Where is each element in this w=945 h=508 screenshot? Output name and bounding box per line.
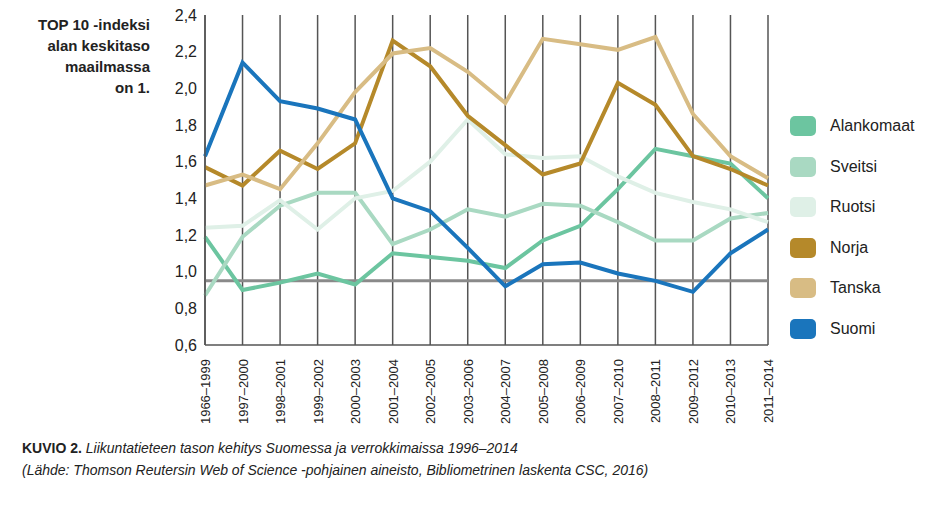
svg-text:2009–2012: 2009–2012 [686, 359, 701, 424]
html-text:maailmassa: maailmassa [64, 58, 150, 75]
html-text:TOP 10 -indeksi: TOP 10 -indeksi [38, 16, 150, 33]
svg-text:2,4: 2,4 [175, 7, 197, 24]
svg-text:2,0: 2,0 [175, 80, 197, 97]
html-text:Alankomaat: Alankomaat [830, 117, 915, 135]
svg-text:2,2: 2,2 [175, 43, 197, 60]
svg-text:2004–2007: 2004–2007 [498, 359, 513, 424]
svg-text:0,6: 0,6 [175, 337, 197, 354]
html-text:Sveitsi: Sveitsi [830, 157, 878, 175]
html-text:Tanska: Tanska [830, 279, 881, 297]
html-text:(Lähde: Thomson Reutersin Web: (Lähde: Thomson Reutersin Web of Science… [22, 462, 649, 478]
svg-text:2007–2010: 2007–2010 [611, 359, 626, 424]
svg-text:2003–2006: 2003–2006 [461, 359, 476, 424]
svg-text:1966–1999: 1966–1999 [198, 359, 213, 424]
svg-text:1,6: 1,6 [175, 153, 197, 170]
svg-text:1997–2000: 1997–2000 [236, 359, 251, 424]
html-text:on 1.: on 1. [115, 79, 150, 96]
html-text:KUVIO 2. Liikuntatieteen tason: KUVIO 2. Liikuntatieteen tason kehitys S… [22, 440, 518, 456]
svg-text:2005–2008: 2005–2008 [536, 359, 551, 424]
svg-text:2010–2013: 2010–2013 [723, 359, 738, 424]
svg-text:1,0: 1,0 [175, 263, 197, 280]
svg-text:0,8: 0,8 [175, 300, 197, 317]
svg-text:1,8: 1,8 [175, 117, 197, 134]
svg-text:2000–2003: 2000–2003 [348, 359, 363, 424]
svg-text:2001–2004: 2001–2004 [386, 359, 401, 424]
html-text:Suomi: Suomi [830, 319, 876, 337]
svg-text:1,4: 1,4 [175, 190, 197, 207]
svg-text:2008–2011: 2008–2011 [648, 359, 663, 423]
svg-text:2011–2014: 2011–2014 [761, 359, 776, 423]
svg-text:2006–2009: 2006–2009 [573, 359, 588, 424]
svg-text:1998–2001: 1998–2001 [273, 359, 288, 424]
html-text:Ruotsi: Ruotsi [830, 198, 876, 216]
svg-text:1,2: 1,2 [175, 227, 197, 244]
html-text:Norja: Norja [830, 238, 869, 256]
html-text:alan keskitaso: alan keskitaso [47, 37, 150, 54]
svg-text:2002–2005: 2002–2005 [423, 359, 438, 424]
svg-text:1999–2002: 1999–2002 [311, 359, 326, 424]
